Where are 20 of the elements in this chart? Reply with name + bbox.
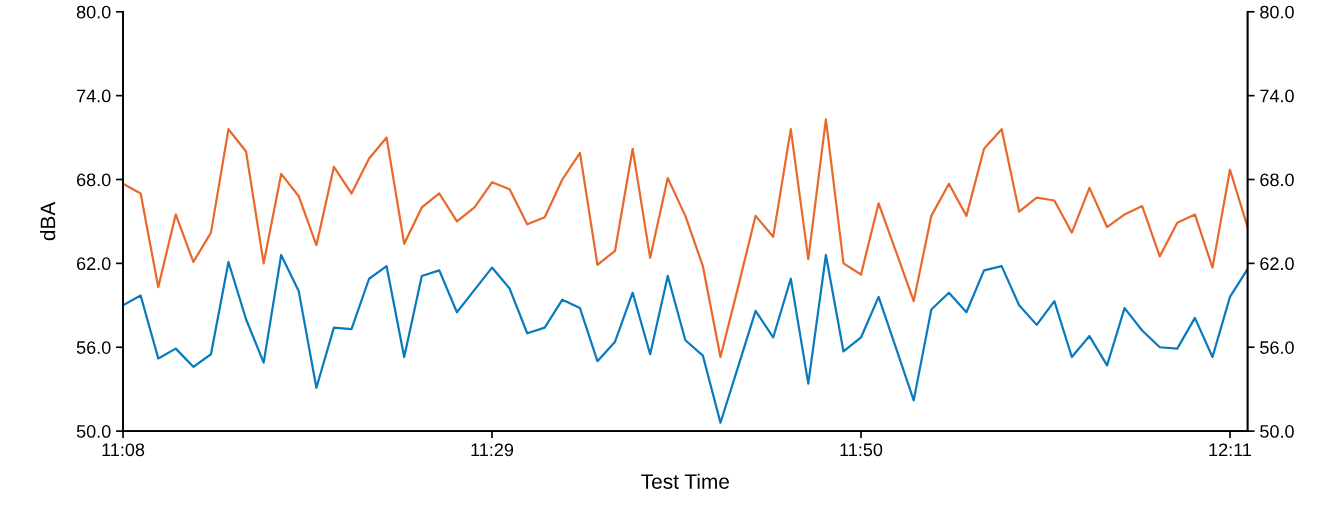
y-tick-label: 56.0 — [76, 341, 111, 354]
x-tick-label: 11:08 — [102, 443, 145, 457]
x-axis-title: Test Time — [641, 473, 729, 489]
y2-tick-label: 50.0 — [1260, 425, 1294, 438]
line-series — [123, 118, 1248, 359]
y2-tick-label: 74.0 — [1260, 89, 1294, 103]
y2-tick-label: 56.0 — [1260, 341, 1294, 354]
line-series — [123, 253, 1248, 424]
x-tick-label: 11:50 — [840, 443, 883, 457]
y-axis-title: dBA — [40, 201, 56, 241]
x-tick-label: 11:29 — [471, 443, 514, 457]
y-tick-label: 74.0 — [77, 89, 111, 103]
y-tick-label: 50.0 — [76, 425, 111, 438]
y-tick-label: 80.0 — [76, 5, 111, 19]
x-tick-label: 12:11 — [1209, 443, 1252, 456]
y2-tick-label: 80.0 — [1260, 5, 1294, 19]
y2-tick-label: 68.0 — [1260, 173, 1294, 187]
y2-tick-label: 62.0 — [1260, 257, 1294, 271]
y-tick-label: 68.0 — [77, 173, 111, 187]
y-tick-label: 62.0 — [77, 257, 111, 271]
